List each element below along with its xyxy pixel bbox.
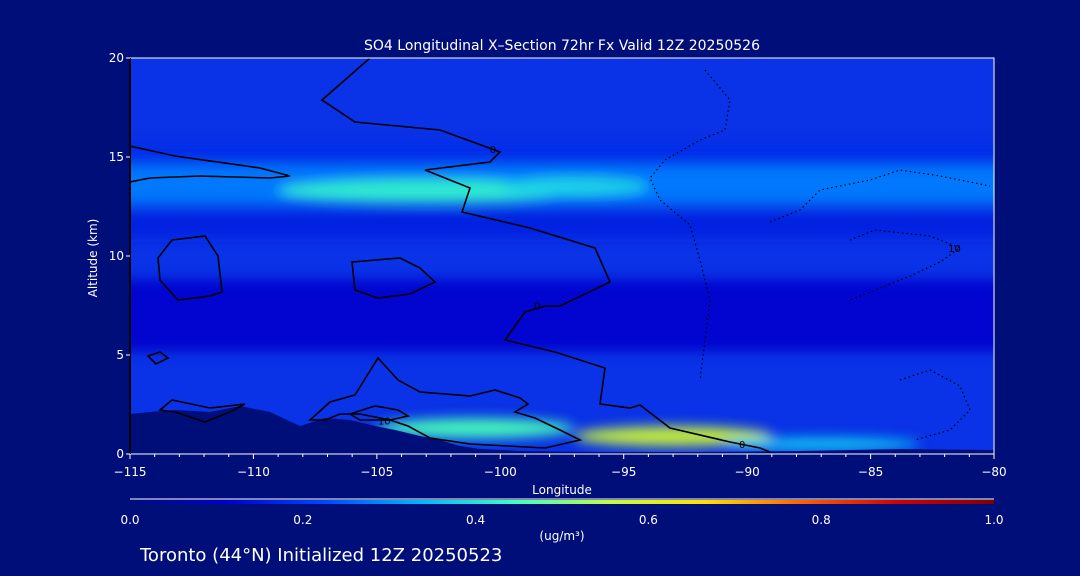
field-blob-2: [500, 176, 649, 197]
y-tick-label: 5: [116, 348, 124, 362]
x-tick-label: −115: [114, 465, 147, 479]
contour-label-3: 10: [378, 416, 391, 427]
plot-area: 0 0 0 10 10: [129, 57, 995, 455]
terrain-mask: [130, 406, 994, 454]
field-layer-4: [130, 212, 994, 237]
contour-lines-dotted: [649, 69, 991, 441]
contour-label-0: 0: [490, 145, 496, 156]
field-layer-5: [130, 279, 994, 352]
field-blob-8: [722, 437, 920, 452]
dotted-contour-right-2: [769, 169, 991, 223]
station-info: Toronto (44°N) Initialized 12Z 20250523: [139, 545, 502, 566]
x-axis: −115 −110 −105 −100 −95 −90 −85 −80: [114, 454, 1007, 479]
contour-blob-2: [351, 257, 437, 299]
contour-label-4: 10: [948, 244, 961, 255]
concentration-field: [130, 143, 994, 452]
x-axis-label: Longitude: [532, 483, 592, 497]
y-tick-label: 10: [109, 249, 124, 263]
y-tick-label: 15: [109, 150, 124, 164]
x-tick-label: −90: [734, 465, 759, 479]
contour-label-1: 0: [534, 302, 540, 313]
contour-label-group: 0 0 0 10 10: [378, 145, 961, 451]
contour-zero-line: [320, 58, 771, 453]
contour-lines: [130, 58, 771, 453]
contour-upper-band: [130, 145, 291, 183]
x-tick-label: −80: [981, 465, 1006, 479]
colorbar-tick-label: 0.8: [812, 513, 831, 527]
contour-lower-loop: [158, 399, 246, 423]
colorbar-tick-label: 0.2: [293, 513, 312, 527]
colorbar-tick-label: 0.4: [466, 513, 485, 527]
contour-ten-inner: [348, 405, 411, 421]
field-blob-7: [574, 426, 772, 447]
contour-blob-1: [157, 235, 223, 301]
chart-title: SO4 Longitudinal X–Section 72hr Fx Valid…: [364, 38, 760, 54]
x-tick-label: −85: [858, 465, 883, 479]
y-tick-label: 20: [109, 51, 124, 65]
y-axis-label: Altitude (km): [86, 219, 100, 298]
field-blob-6: [376, 418, 575, 439]
plot-background: [130, 58, 994, 454]
x-tick-label: −100: [484, 465, 517, 479]
x-tick-label: −95: [611, 465, 636, 479]
y-tick-label: 0: [116, 447, 124, 461]
colorbar-gradient: [130, 500, 994, 504]
colorbar-ticks: 0.0 0.2 0.4 0.6 0.8 1.0: [120, 513, 1003, 527]
colorbar-unit-label: (ug/m³): [539, 529, 584, 543]
colorbar: 0.0 0.2 0.4 0.6 0.8 1.0 (ug/m³): [120, 498, 1004, 543]
y-axis: 0 5 10 15 20: [109, 51, 130, 461]
colorbar-tick-label: 1.0: [984, 513, 1003, 527]
field-blob-1: [278, 178, 575, 203]
dotted-contour-right-3: [849, 229, 962, 301]
colorbar-tick-label: 0.0: [120, 513, 139, 527]
field-layer-3: [130, 143, 994, 163]
contour-ten-line: [307, 356, 583, 449]
x-tick-label: −105: [360, 465, 393, 479]
contour-small-loop: [146, 351, 170, 365]
colorbar-tick-label: 0.6: [639, 513, 658, 527]
x-tick-label: −110: [237, 465, 270, 479]
contour-label-2: 0: [739, 440, 745, 451]
dotted-contour-right: [649, 69, 731, 381]
